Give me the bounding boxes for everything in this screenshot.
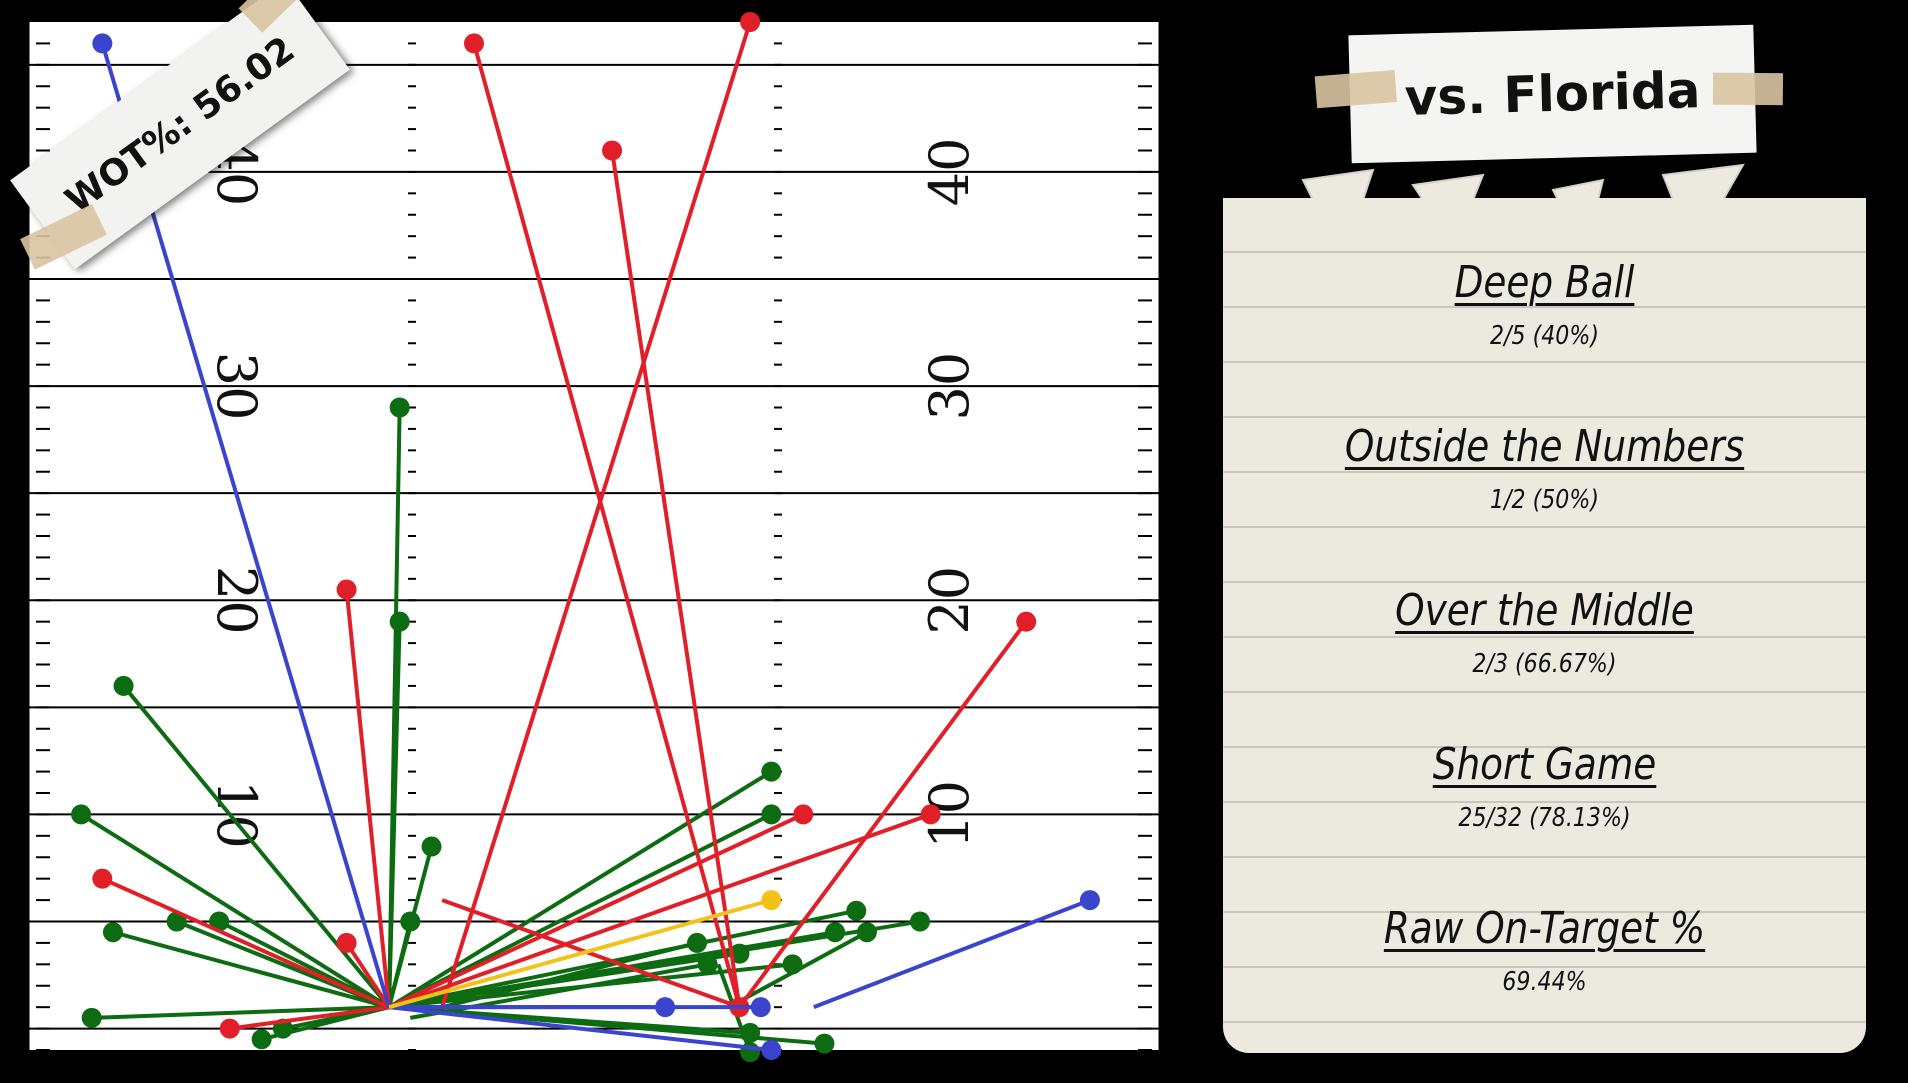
- pass-endpoint: [740, 12, 761, 32]
- field-number: 30: [205, 352, 268, 421]
- stat-title: Outside the Numbers: [1344, 421, 1745, 472]
- pass-line: [101, 876, 390, 1009]
- pass-endpoint: [856, 922, 877, 943]
- pass-endpoint: [846, 900, 867, 921]
- pass-endpoint: [421, 836, 442, 857]
- pass-endpoint: [761, 890, 782, 911]
- stat-over-middle: Over the Middle 2/3 (66.67%): [1223, 584, 1866, 684]
- pass-endpoint: [389, 397, 410, 418]
- pass-line: [388, 962, 793, 1010]
- pass-line: [387, 846, 434, 1008]
- pass-endpoint: [920, 804, 941, 825]
- pass-endpoint: [209, 911, 230, 932]
- pass-line: [441, 898, 741, 1010]
- pass-line: [737, 620, 1028, 1009]
- pass-endpoint: [81, 1007, 102, 1028]
- pass-endpoint: [1016, 611, 1037, 632]
- stat-outside-numbers: Outside the Numbers 1/2 (50%): [1223, 420, 1866, 520]
- pass-endpoint: [113, 675, 134, 696]
- stats-notepad: Deep Ball 2/5 (40%) Outside the Numbers …: [1223, 198, 1866, 1053]
- pass-line: [388, 919, 921, 1010]
- pass-line: [388, 812, 932, 1010]
- opponent-title: vs. Florida: [1403, 61, 1702, 127]
- stat-title: Short Game: [1432, 739, 1657, 790]
- stat-raw-on-target: Raw On-Target % 69.44%: [1223, 902, 1866, 1002]
- tape-icon: [1314, 70, 1397, 109]
- pass-line: [388, 1005, 825, 1046]
- pass-endpoint: [336, 579, 357, 600]
- pass-endpoint: [336, 932, 357, 953]
- pass-endpoint: [92, 868, 113, 889]
- stat-title: Raw On-Target %: [1383, 903, 1706, 954]
- pass-line: [472, 42, 742, 1008]
- pass-line: [387, 621, 402, 1008]
- pass-endpoint: [251, 1029, 272, 1050]
- field-number: 40: [918, 138, 981, 207]
- pass-endpoint: [910, 911, 931, 932]
- pass-line: [610, 150, 742, 1008]
- pass-endpoint: [814, 1033, 835, 1054]
- stat-short-game: Short Game 25/32 (78.13%): [1223, 738, 1866, 838]
- stat-value: 69.44%: [1502, 967, 1587, 997]
- field-number: 20: [918, 566, 981, 635]
- pass-endpoint: [750, 997, 771, 1018]
- pass-line: [229, 1005, 390, 1031]
- pass-line: [112, 930, 390, 1010]
- pass-line: [727, 930, 868, 1009]
- pass-line: [388, 908, 857, 1010]
- pass-endpoint: [166, 911, 187, 932]
- pass-endpoint: [92, 33, 113, 54]
- pass-line: [344, 589, 392, 1008]
- pass-line: [388, 1005, 772, 1052]
- pass-line: [344, 941, 391, 1009]
- stat-deep-ball: Deep Ball 2/5 (40%): [1223, 256, 1866, 356]
- pass-endpoint: [102, 922, 123, 943]
- pass-endpoint: [761, 1040, 782, 1060]
- pass-line: [440, 21, 753, 1008]
- opponent-title-card: vs. Florida: [1314, 24, 1784, 164]
- pass-endpoint: [389, 611, 410, 632]
- tape-icon: [1712, 72, 1784, 106]
- stat-value: 25/32 (78.13%): [1458, 803, 1631, 833]
- pass-endpoint: [761, 804, 782, 825]
- field-number: 10: [205, 780, 268, 849]
- stat-title: Deep Ball: [1454, 257, 1635, 308]
- tape-icon: [238, 0, 313, 33]
- pass-endpoint: [464, 33, 485, 54]
- pass-endpoint: [761, 761, 782, 782]
- pass-line: [80, 812, 391, 1009]
- pass-line: [388, 812, 805, 1009]
- stat-value: 2/3 (66.67%): [1472, 649, 1617, 679]
- pass-line: [122, 684, 391, 1009]
- pass-endpoint: [793, 804, 814, 825]
- field-number: 30: [918, 352, 981, 421]
- pass-line: [813, 898, 1091, 1010]
- pass-endpoint: [602, 140, 623, 161]
- pass-line: [91, 1005, 390, 1020]
- stat-title: Over the Middle: [1395, 585, 1694, 636]
- pass-line: [388, 898, 772, 1010]
- pass-endpoint: [1079, 890, 1100, 911]
- pass-endpoint: [219, 1018, 240, 1039]
- stat-value: 1/2 (50%): [1490, 485, 1599, 515]
- stat-value: 2/5 (40%): [1490, 321, 1599, 351]
- field-number: 20: [205, 566, 268, 635]
- pass-endpoint: [71, 804, 92, 825]
